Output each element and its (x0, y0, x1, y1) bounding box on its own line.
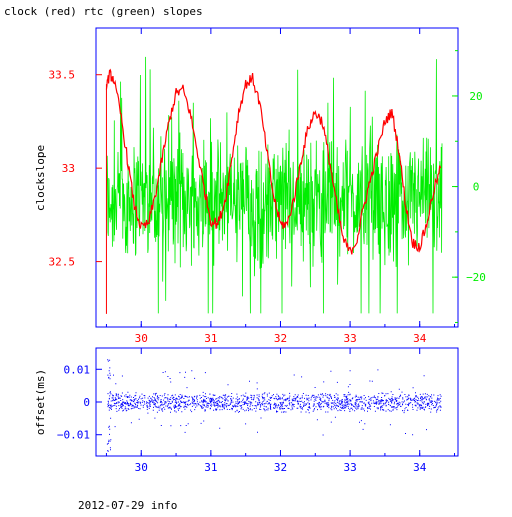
bottom-x-tick-label: 31 (204, 461, 217, 474)
top-x-tick-label: 32 (274, 332, 287, 345)
offset-points (106, 359, 442, 452)
top-left-tick-label: 33.5 (49, 69, 76, 82)
top-y-axis-label: clockslope (34, 145, 47, 211)
top-x-tick-label: 34 (413, 332, 427, 345)
chart-title: clock (red) rtc (green) slopes (4, 5, 203, 18)
bottom-axes: 30 31 32 33 34 −0.01 0 0.01 (57, 348, 456, 474)
bottom-y-axis-label: offset(ms) (34, 369, 47, 435)
top-left-tick-label: 32.5 (49, 256, 76, 269)
bottom-x-tick-label: 33 (343, 461, 356, 474)
rtc-line (106, 56, 443, 314)
bottom-x-tick-label: 30 (135, 461, 148, 474)
top-x-tick-label: 33 (343, 332, 356, 345)
top-plot-frame (95, 27, 459, 328)
clock-line (105, 68, 442, 255)
top-x-tick-label: 31 (204, 332, 217, 345)
top-left-tick-label: 33 (62, 162, 75, 175)
bottom-x-tick-label: 32 (274, 461, 287, 474)
top-right-tick-label: 20 (469, 90, 482, 103)
clock-series (105, 68, 442, 314)
bottom-x-tick-label: 34 (413, 461, 427, 474)
top-right-tick-label: 0 (473, 181, 480, 194)
footer-text: 2012-07-29 info (78, 499, 177, 512)
bottom-y-tick-label: 0 (83, 396, 90, 409)
top-right-tick-label: −20 (466, 271, 486, 284)
top-axes: 30 31 32 33 34 32.5 33 33.5 −20 0 20 (49, 28, 486, 345)
rtc-series (106, 56, 443, 314)
bottom-y-tick-label: −0.01 (57, 429, 90, 442)
bottom-y-tick-label: 0.01 (64, 363, 91, 376)
offset-series (106, 359, 442, 452)
top-x-tick-label: 30 (135, 332, 148, 345)
